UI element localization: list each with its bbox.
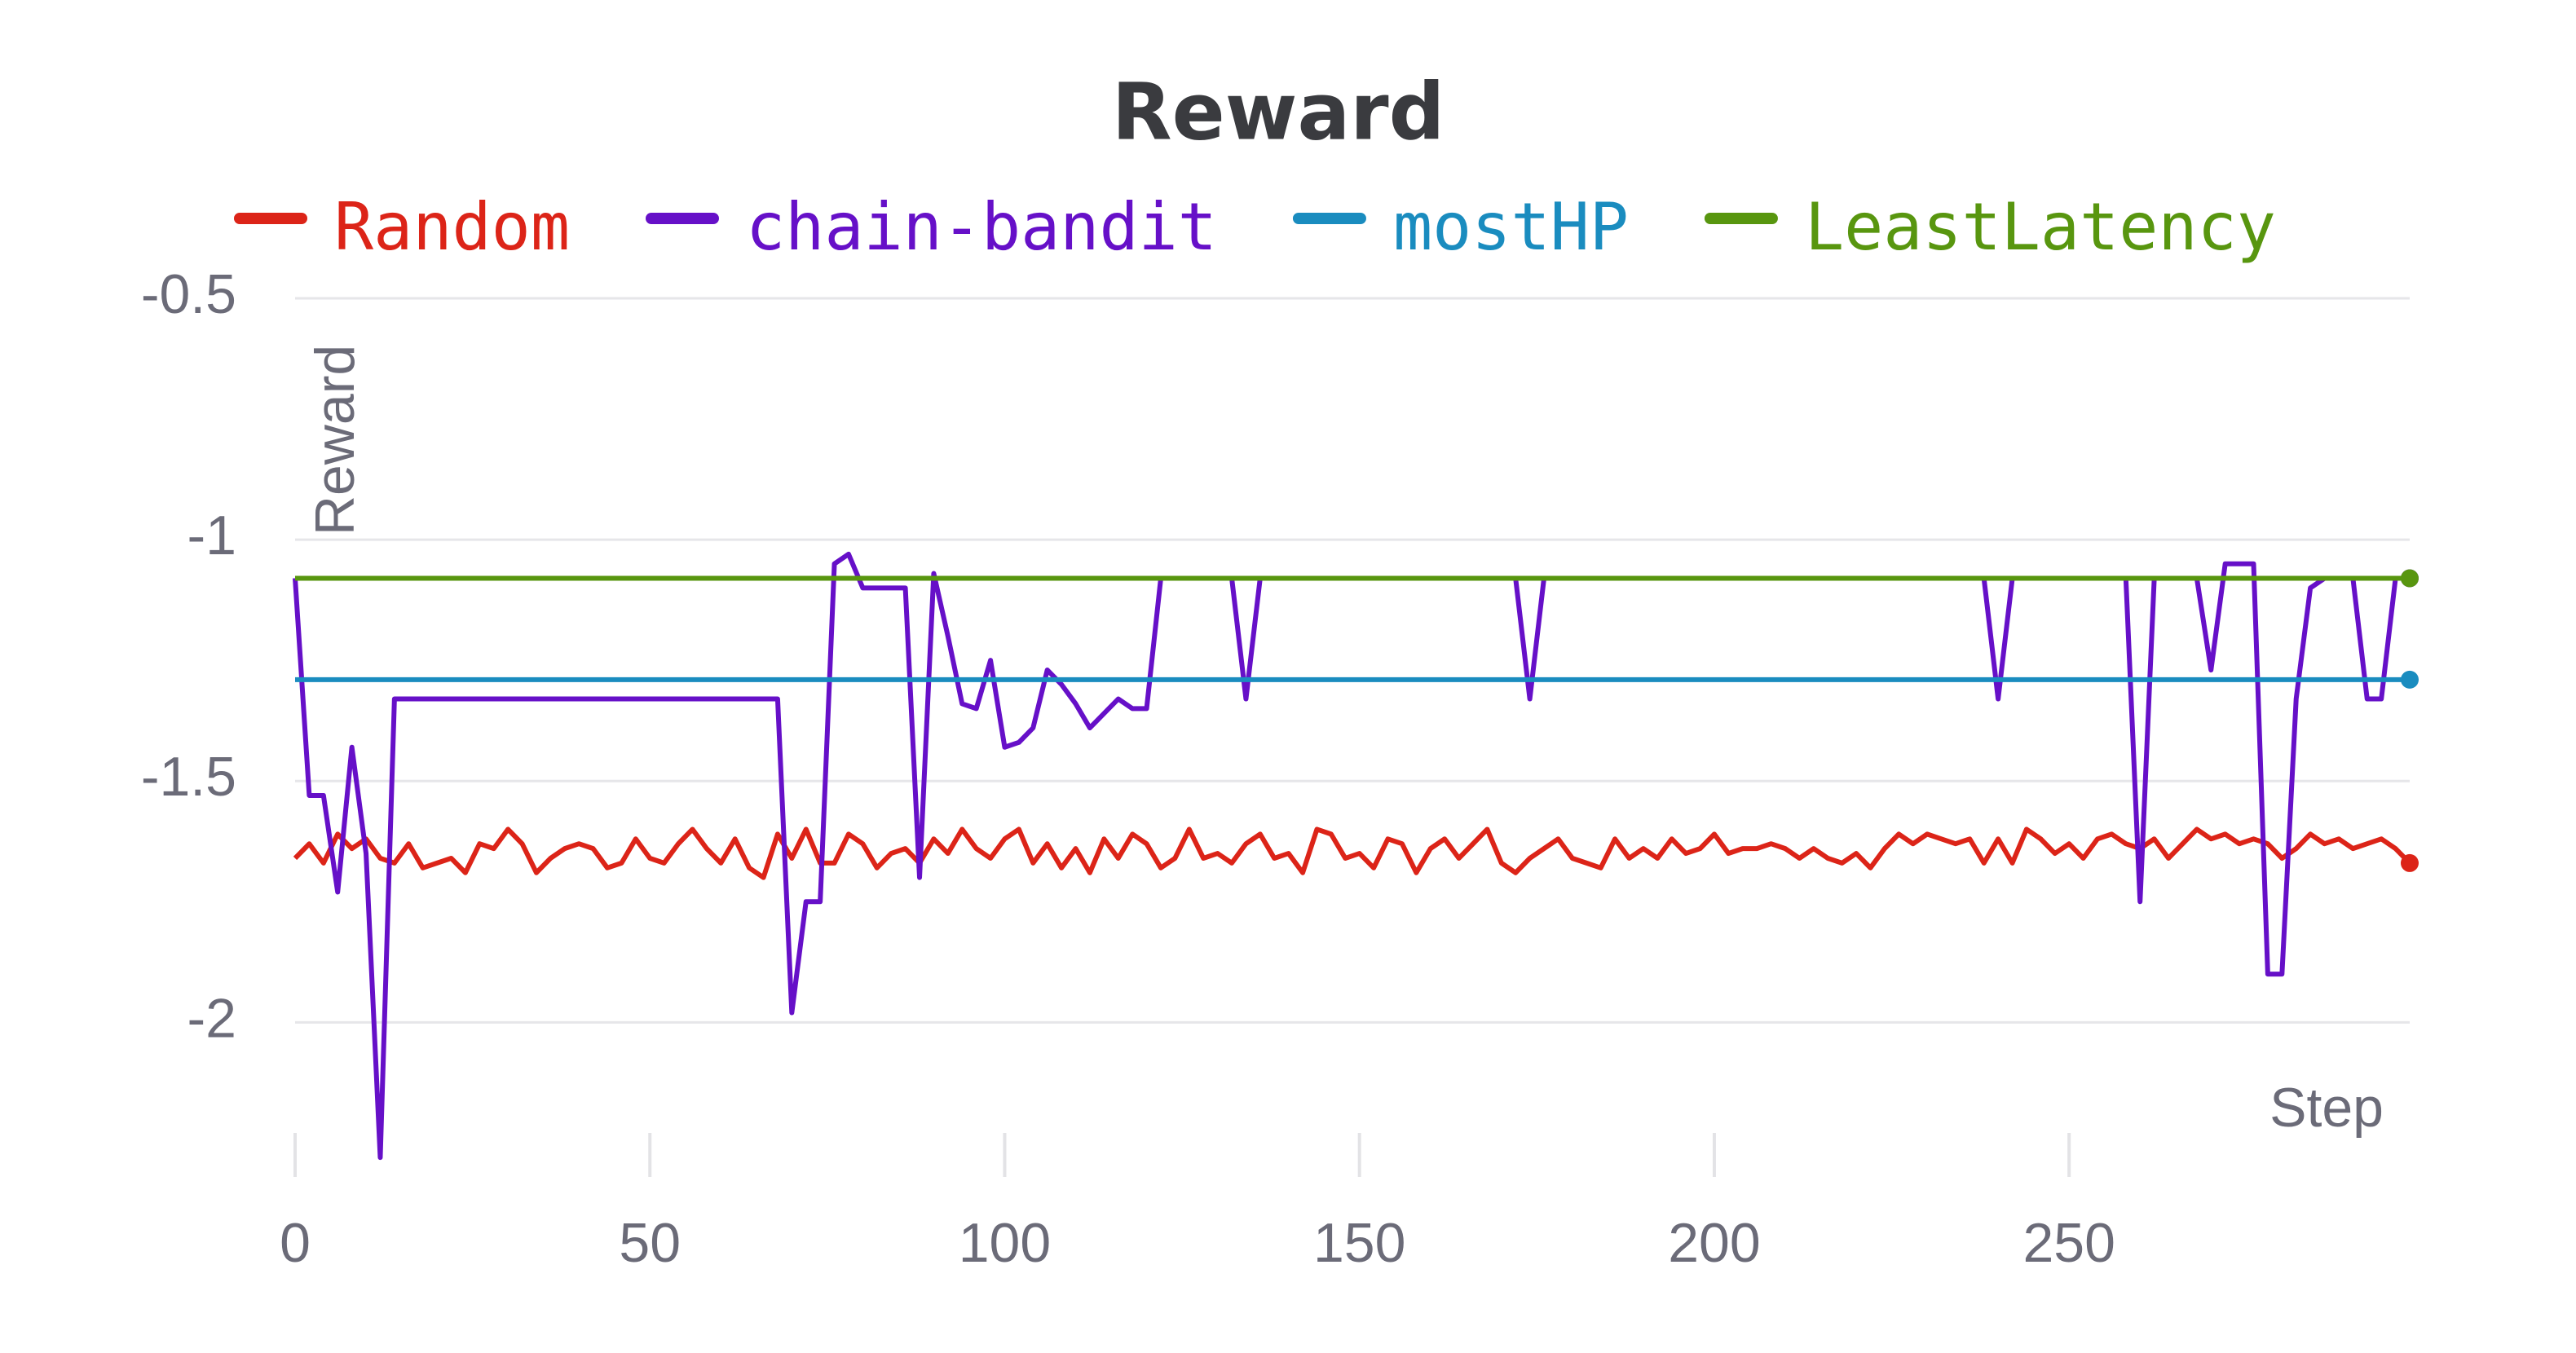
y-tick-label: -1 — [187, 505, 236, 566]
y-axis-label: Reward — [304, 345, 366, 535]
end-point — [2401, 569, 2419, 588]
end-point — [2401, 853, 2419, 872]
chart-title: Reward — [1112, 66, 1445, 157]
y-tick-label: -1.5 — [141, 746, 236, 808]
x-tick-label: 0 — [280, 1212, 311, 1274]
x-tick-label: 100 — [959, 1212, 1051, 1274]
y-tick-label: -2 — [187, 987, 236, 1049]
x-tick-label: 200 — [1668, 1212, 1760, 1274]
legend-label: Random — [334, 189, 570, 265]
x-tick-label: 250 — [2022, 1212, 2115, 1274]
y-tick-label: -0.5 — [141, 263, 236, 325]
end-point — [2401, 670, 2419, 689]
legend-label: LeastLatency — [1805, 189, 2276, 265]
x-axis-label: Step — [2269, 1077, 2384, 1139]
legend-label: mostHP — [1393, 189, 1629, 265]
series-line — [293, 826, 2412, 880]
x-tick-label: 150 — [1313, 1212, 1405, 1274]
legend-label: chain-bandit — [746, 189, 1217, 265]
x-tick-label: 50 — [619, 1212, 681, 1274]
